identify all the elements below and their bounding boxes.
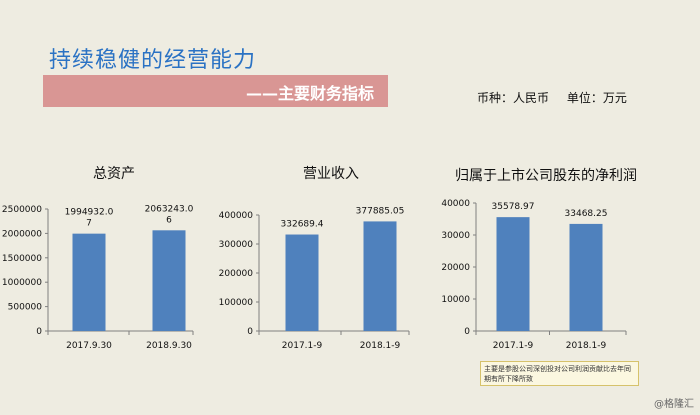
revenue-data-label: 332689.4 <box>281 220 324 230</box>
chart-title-total-assets: 总资产 <box>93 166 135 182</box>
revenue-y-tick-label: 200000 <box>219 269 254 279</box>
total-assets-data-label: 1994932.0 <box>65 208 114 218</box>
subtitle-band: ——主要财务指标 <box>43 75 388 107</box>
revenue-category-label: 2018.1-9 <box>360 341 401 351</box>
net-profit-y-tick-label: 30000 <box>441 231 470 241</box>
total-assets-data-label: 2063243.0 <box>145 204 194 214</box>
revenue-bar <box>285 234 319 331</box>
total-assets-data-label: 6 <box>166 215 172 225</box>
revenue-category-label: 2017.1-9 <box>282 341 323 351</box>
revenue-bar <box>363 221 397 331</box>
total-assets-y-tick-label: 1000000 <box>2 278 42 288</box>
net-profit-y-tick-label: 0 <box>464 327 470 337</box>
unit-line: 币种：人民币 单位：万元 <box>477 89 641 106</box>
net-profit-bar <box>496 217 530 331</box>
net-profit-category-label: 2018.1-9 <box>566 341 607 351</box>
total-assets-bar <box>72 233 106 331</box>
revenue-y-tick-label: 100000 <box>219 298 254 308</box>
net-profit-y-tick-label: 20000 <box>441 263 470 273</box>
net-profit-y-tick-label: 10000 <box>441 295 470 305</box>
total-assets-y-tick-label: 2000000 <box>2 229 42 239</box>
total-assets-data-label: 7 <box>86 219 92 229</box>
page-title: 持续稳健的经营能力 <box>49 48 257 73</box>
total-assets-y-tick-label: 2500000 <box>2 205 42 215</box>
currency-label: 币种：人民币 <box>477 91 550 105</box>
total-assets-y-tick-label: 0 <box>36 327 42 337</box>
net-profit-data-label: 33468.25 <box>565 209 608 219</box>
total-assets-y-tick-label: 500000 <box>8 303 43 313</box>
total-assets-category-label: 2018.9.30 <box>146 341 192 351</box>
note-box: 主要是参股公司深创投对公司利润贡献比去年同期有所下降所致 <box>480 361 639 386</box>
unit-label: 单位：万元 <box>566 91 627 105</box>
revenue-data-label: 377885.05 <box>356 206 405 216</box>
total-assets-category-label: 2017.9.30 <box>66 341 112 351</box>
net-profit-data-label: 35578.97 <box>492 202 535 212</box>
total-assets-bar <box>152 230 186 331</box>
net-profit-y-tick-label: 40000 <box>441 199 470 209</box>
chart-title-revenue: 营业收入 <box>303 166 359 182</box>
revenue-y-tick-label: 400000 <box>219 211 254 221</box>
watermark: @格隆汇 <box>654 399 694 410</box>
total-assets-y-tick-label: 1500000 <box>2 254 42 264</box>
net-profit-category-label: 2017.1-9 <box>493 341 534 351</box>
chart-title-net-profit: 归属于上市公司股东的净利润 <box>455 168 637 184</box>
net-profit-bar <box>569 223 603 331</box>
revenue-y-tick-label: 0 <box>247 327 253 337</box>
subtitle: ——主要财务指标 <box>245 84 374 103</box>
revenue-y-tick-label: 300000 <box>219 240 254 250</box>
